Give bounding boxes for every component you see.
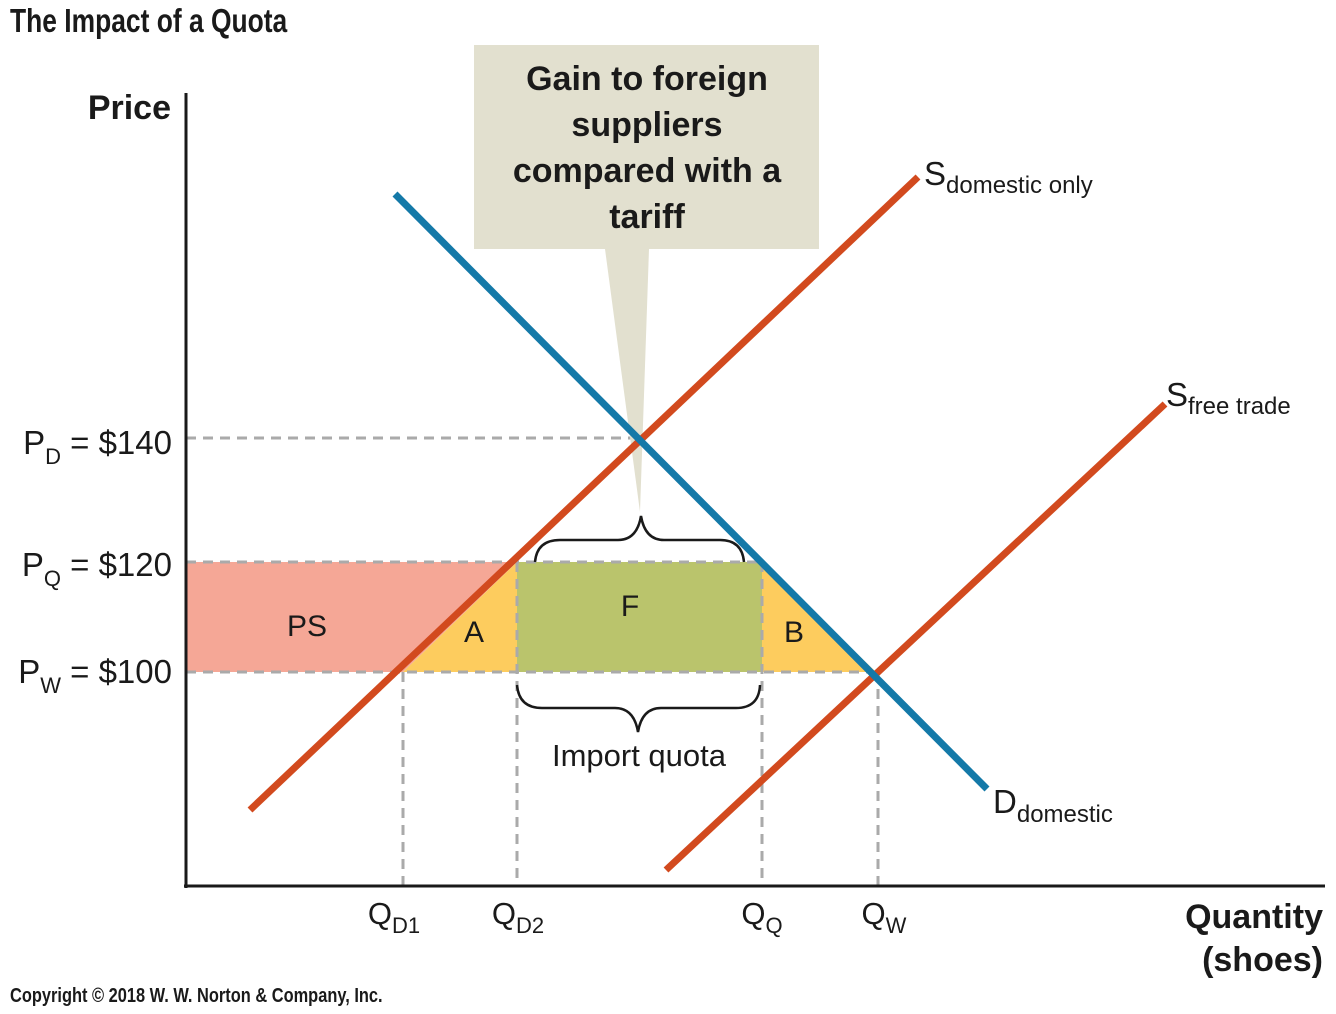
- a-label: A: [464, 616, 484, 649]
- s-free-trade-label: Sfree trade: [1166, 376, 1291, 420]
- figure-title: The Impact of a Quota: [10, 2, 288, 39]
- copyright-notice: Copyright © 2018 W. W. Norton & Company,…: [10, 985, 383, 1007]
- qd2-label: QD2: [492, 896, 544, 938]
- b-label: B: [784, 616, 804, 649]
- s-domestic-only-label: Sdomestic only: [924, 155, 1093, 199]
- pw-price-label: PW = $100: [18, 653, 172, 698]
- supply-domestic-only-line: [247, 174, 921, 813]
- qd1-label: QD1: [368, 896, 420, 938]
- ps-label: PS: [287, 610, 327, 643]
- callout-box: [474, 45, 819, 512]
- top-brace: [533, 515, 746, 563]
- y-axis-label: Price: [88, 89, 171, 127]
- pd-price-label: PD = $140: [23, 424, 172, 469]
- area-a-triangle: [403, 562, 517, 672]
- f-label: F: [621, 590, 639, 623]
- area-f-rectangle: [517, 562, 762, 672]
- bottom-brace: [515, 684, 762, 733]
- callout-line-3: compared with a: [513, 152, 782, 190]
- import-quota-label: Import quota: [552, 738, 727, 773]
- pq-price-label: PQ = $120: [22, 546, 172, 591]
- axes: [184, 93, 1325, 888]
- x-axis-label-line-1: Quantity: [1185, 898, 1323, 936]
- producer-surplus-area: [186, 562, 517, 672]
- qw-label: QW: [862, 896, 907, 938]
- supply-free-trade-line: [663, 401, 1168, 873]
- callout-line-4: tariff: [609, 198, 685, 236]
- qq-label: QQ: [741, 896, 782, 938]
- demand-domestic-line: [392, 191, 990, 792]
- x-axis-label-line-2: (shoes): [1202, 941, 1323, 979]
- d-domestic-label: Ddomestic: [993, 783, 1113, 828]
- callout-line-2: suppliers: [571, 106, 722, 144]
- guide-lines: [186, 436, 880, 886]
- callout-line-1: Gain to foreign: [526, 60, 768, 98]
